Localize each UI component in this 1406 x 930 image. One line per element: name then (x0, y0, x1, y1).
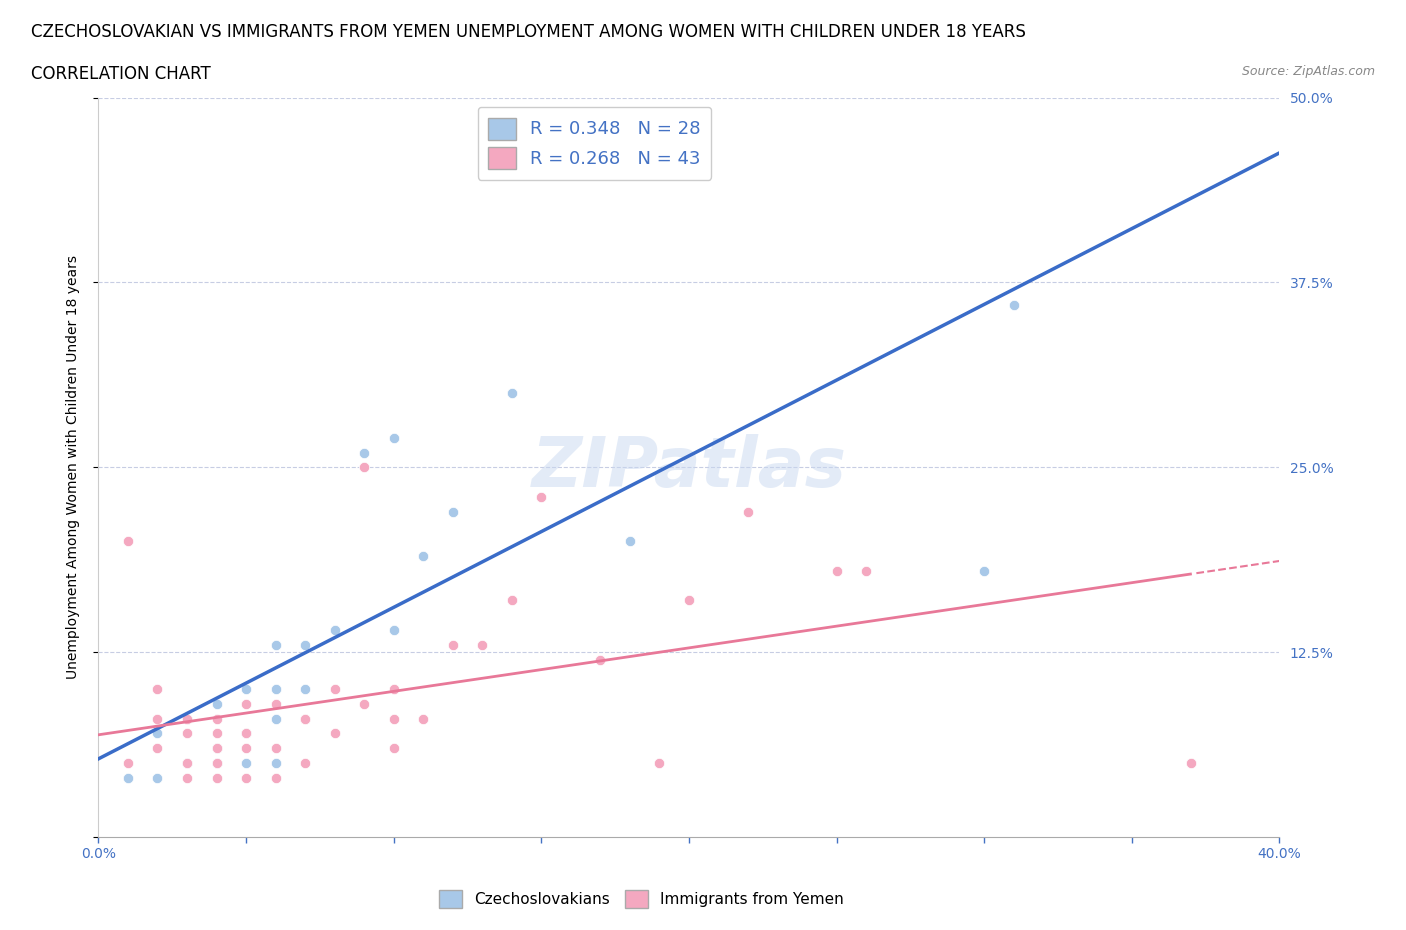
Point (294, 637, 316, 652)
Point (117, 534, 139, 549)
Point (205, 741, 228, 756)
Point (441, 637, 464, 652)
Point (235, 741, 257, 756)
Point (353, 460, 375, 474)
Point (205, 726, 228, 741)
Point (441, 504, 464, 519)
Point (619, 534, 641, 549)
Point (1002, 298, 1025, 312)
Point (176, 726, 198, 741)
Point (323, 682, 346, 697)
Point (589, 164, 612, 179)
Point (294, 711, 316, 726)
Point (235, 726, 257, 741)
Point (678, 593, 700, 608)
Point (235, 682, 257, 697)
Point (382, 711, 405, 726)
Text: Source: ZipAtlas.com: Source: ZipAtlas.com (1241, 65, 1375, 78)
Point (146, 726, 169, 741)
Point (648, 755, 671, 770)
Point (264, 755, 287, 770)
Point (117, 770, 139, 785)
Point (205, 741, 228, 756)
Text: ZIPatlas: ZIPatlas (531, 433, 846, 501)
Point (294, 711, 316, 726)
Point (530, 489, 553, 504)
Point (855, 564, 877, 578)
Point (205, 755, 228, 770)
Point (412, 711, 434, 726)
Point (146, 741, 169, 756)
Point (382, 622, 405, 637)
Point (205, 697, 228, 711)
Point (737, 504, 759, 519)
Point (205, 755, 228, 770)
Point (382, 682, 405, 697)
Point (382, 431, 405, 445)
Point (205, 770, 228, 785)
Point (235, 770, 257, 785)
Point (382, 741, 405, 756)
Point (412, 549, 434, 564)
Point (235, 726, 257, 741)
Point (973, 564, 995, 578)
Point (146, 682, 169, 697)
Point (501, 386, 523, 401)
Point (176, 711, 198, 726)
Y-axis label: Unemployment Among Women with Children Under 18 years: Unemployment Among Women with Children U… (66, 256, 80, 679)
Point (264, 741, 287, 756)
Text: CZECHOSLOVAKIAN VS IMMIGRANTS FROM YEMEN UNEMPLOYMENT AMONG WOMEN WITH CHILDREN : CZECHOSLOVAKIAN VS IMMIGRANTS FROM YEMEN… (31, 23, 1026, 41)
Point (264, 682, 287, 697)
Point (117, 755, 139, 770)
Point (825, 564, 848, 578)
Point (264, 637, 287, 652)
Point (264, 711, 287, 726)
Point (176, 770, 198, 785)
Point (235, 755, 257, 770)
Point (264, 697, 287, 711)
Point (501, 593, 523, 608)
Point (176, 755, 198, 770)
Point (353, 697, 375, 711)
Point (323, 622, 346, 637)
Point (146, 770, 169, 785)
Point (294, 682, 316, 697)
Point (323, 726, 346, 741)
Point (235, 697, 257, 711)
Point (264, 770, 287, 785)
Point (176, 755, 198, 770)
Point (471, 637, 494, 652)
Point (589, 652, 612, 667)
Point (294, 755, 316, 770)
Point (176, 711, 198, 726)
Point (1180, 755, 1202, 770)
Point (353, 445, 375, 460)
Point (205, 711, 228, 726)
Point (146, 711, 169, 726)
Legend: Czechoslovakians, Immigrants from Yemen: Czechoslovakians, Immigrants from Yemen (433, 884, 851, 914)
Text: CORRELATION CHART: CORRELATION CHART (31, 65, 211, 83)
